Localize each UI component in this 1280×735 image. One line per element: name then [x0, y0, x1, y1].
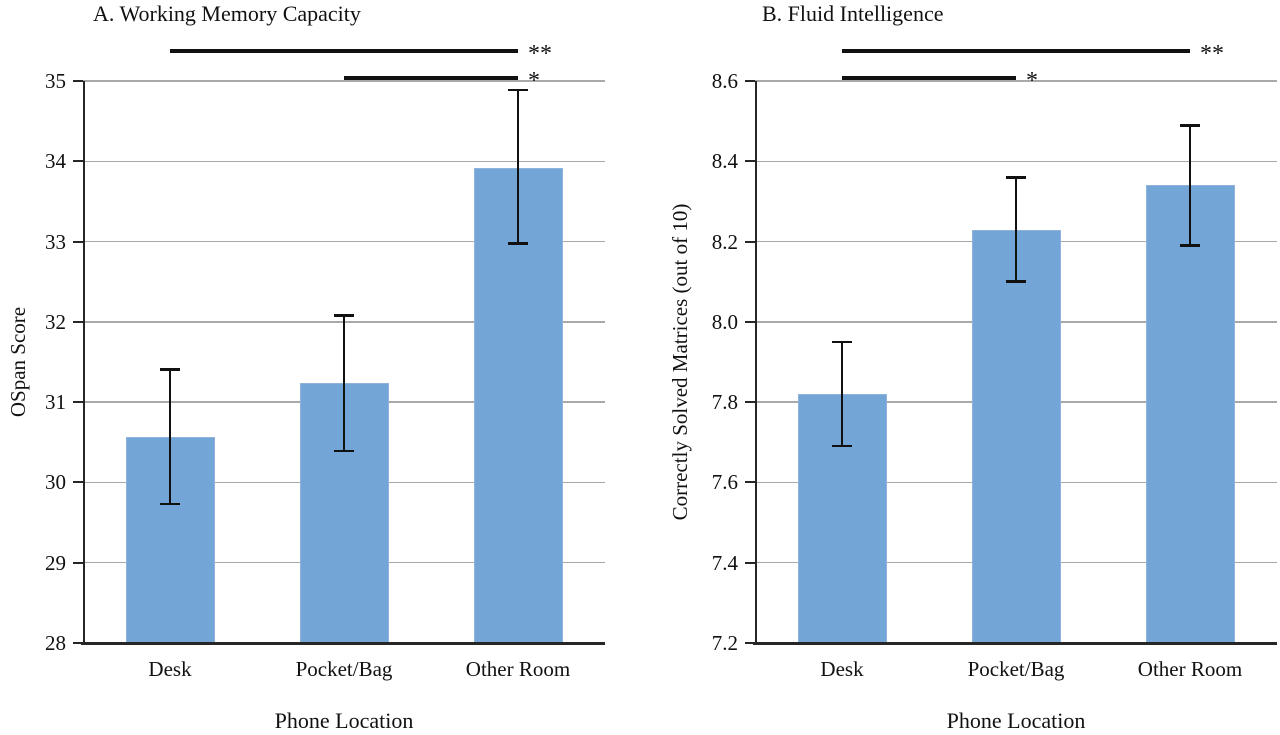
error-cap-top-other-room — [508, 88, 528, 92]
y-tick-label-29: 29 — [45, 550, 66, 575]
panel-a-title: A. Working Memory Capacity — [93, 1, 361, 26]
panel-a-plot: 28 29 30 31 32 33 34 35 Desk Pocket/Bag Other Room… — [45, 42, 605, 681]
error-cap-top-pocket-bag — [1006, 176, 1026, 179]
y-tick-8.2 — [745, 240, 755, 243]
y-tick-7.8 — [745, 401, 755, 404]
y-tick-7.4 — [745, 561, 755, 564]
gridline-8.6 — [755, 80, 1277, 82]
significance-line-desk-other-room — [842, 49, 1190, 53]
error-bar-other-room — [1188, 125, 1192, 246]
x-tick-label-other-room: Other Room — [1137, 657, 1243, 681]
y-tick-32 — [73, 320, 83, 323]
y-tick-label-34: 34 — [45, 149, 66, 174]
error-cap-bottom-desk — [832, 444, 852, 448]
bar-pocket-bag — [971, 229, 1061, 643]
gridline-8.4 — [755, 160, 1277, 163]
error-bar-desk — [168, 369, 172, 505]
y-tick-label-7.4: 7.4 — [711, 550, 738, 575]
error-bar-desk — [840, 341, 844, 447]
y-tick-35 — [73, 80, 83, 82]
x-axis-line — [81, 642, 605, 645]
y-tick-label-30: 30 — [45, 470, 66, 495]
y-tick-label-8.2: 8.2 — [711, 229, 738, 254]
y-tick-label-8.6: 8.6 — [711, 69, 738, 93]
gridline-33 — [83, 240, 605, 243]
error-cap-bottom-pocket-bag — [1006, 280, 1026, 283]
error-bar-pocket-bag — [342, 315, 346, 452]
panel-b-plot: 7.2 7.4 7.6 7.8 8.0 8.2 8.4 8.6 Desk Pocket/Bag Ot… — [712, 42, 1277, 681]
error-cap-top-desk — [160, 368, 180, 371]
significance-line-pocket-bag-other-room — [344, 76, 518, 80]
error-cap-top-desk — [832, 340, 852, 344]
gridline-34 — [83, 160, 605, 163]
panel-b-title: B. Fluid Intelligence — [762, 1, 944, 26]
bar-other-room — [1145, 185, 1235, 643]
y-tick-28 — [73, 642, 83, 644]
error-cap-bottom-pocket-bag — [334, 449, 354, 453]
y-tick-label-32: 32 — [45, 309, 66, 334]
error-cap-bottom-other-room — [508, 242, 528, 245]
x-tick-label-desk: Desk — [148, 657, 192, 681]
y-tick-label-7.8: 7.8 — [711, 390, 738, 415]
y-tick-label-33: 33 — [45, 229, 66, 254]
y-axis-line — [83, 81, 85, 645]
panel-a-x-axis-title: Phone Location — [274, 708, 414, 733]
significance-label-desk-other-room: ** — [528, 41, 552, 67]
significance-label-desk-other-room: ** — [1200, 41, 1224, 67]
gridline-35 — [83, 80, 605, 82]
significance-label-desk-pocket-bag: * — [1026, 68, 1038, 94]
x-tick-label-pocket-bag: Pocket/Bag — [967, 657, 1065, 681]
x-tick-label-desk: Desk — [820, 657, 864, 681]
y-tick-29 — [73, 561, 83, 564]
y-tick-label-28: 28 — [45, 631, 66, 655]
y-tick-label-31: 31 — [45, 390, 66, 415]
y-tick-31 — [73, 401, 83, 404]
significance-line-desk-other-room — [170, 49, 518, 53]
y-tick-label-35: 35 — [45, 69, 66, 93]
error-cap-top-other-room — [1180, 124, 1200, 127]
error-bar-pocket-bag — [1014, 177, 1018, 282]
significance-label-pocket-bag-other-room: * — [528, 68, 540, 94]
error-cap-bottom-other-room — [1180, 244, 1200, 247]
y-axis-line — [755, 81, 757, 645]
x-axis-line — [753, 642, 1277, 645]
panel-b-x-axis-title: Phone Location — [946, 708, 1086, 733]
y-tick-label-7.2: 7.2 — [711, 631, 738, 655]
y-tick-33 — [73, 240, 83, 243]
y-tick-8.0 — [745, 320, 755, 323]
y-tick-34 — [73, 160, 83, 163]
y-tick-7.6 — [745, 481, 755, 484]
y-tick-label-7.6: 7.6 — [711, 470, 738, 495]
x-tick-label-other-room: Other Room — [465, 657, 571, 681]
error-bar-other-room — [516, 89, 520, 244]
y-tick-label-8.4: 8.4 — [711, 149, 738, 174]
y-tick-8.6 — [745, 80, 755, 82]
y-tick-7.2 — [745, 642, 755, 644]
y-tick-label-8.0: 8.0 — [711, 309, 738, 334]
y-tick-8.4 — [745, 160, 755, 163]
significance-line-desk-pocket-bag — [842, 76, 1016, 80]
error-cap-bottom-desk — [160, 502, 180, 506]
x-tick-label-pocket-bag: Pocket/Bag — [295, 657, 393, 681]
y-tick-30 — [73, 481, 83, 484]
error-cap-top-pocket-bag — [334, 314, 354, 317]
bar-other-room — [473, 167, 563, 643]
